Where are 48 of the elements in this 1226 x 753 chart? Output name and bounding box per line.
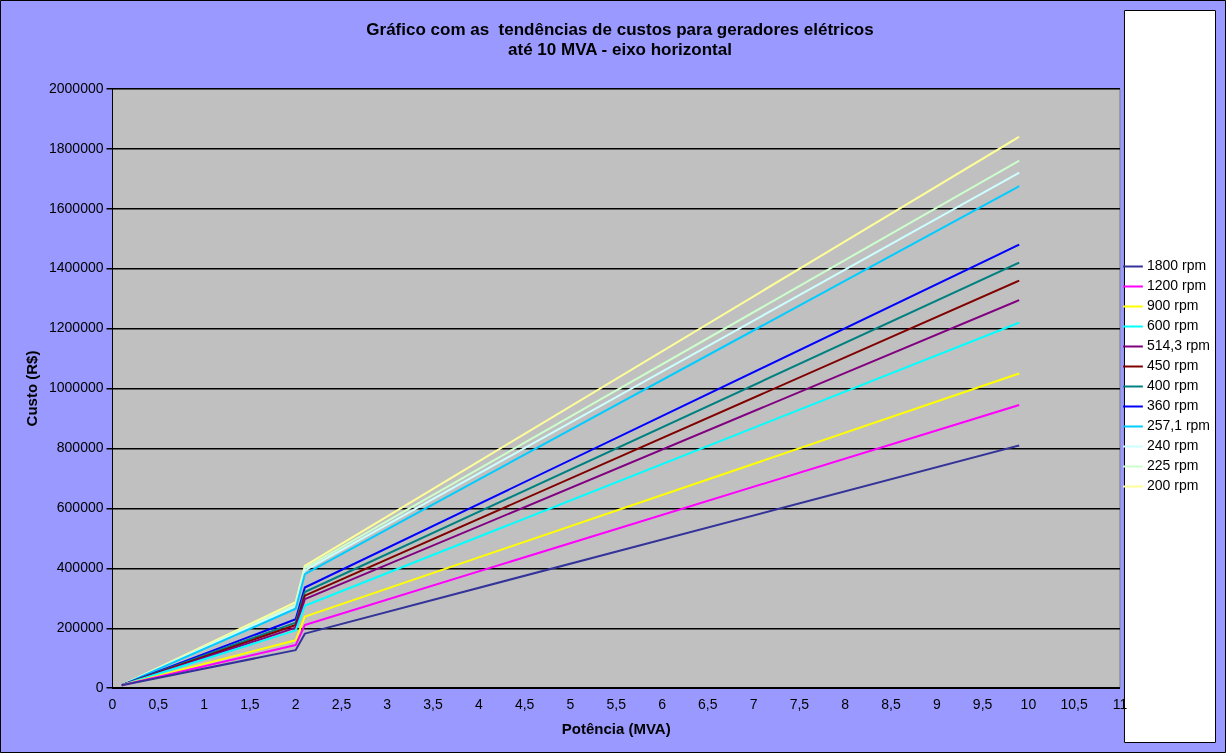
x-tick-label: 10,5 [1060, 696, 1089, 713]
x-tick-label: 6 [658, 696, 667, 713]
x-tick-label: 4,5 [514, 696, 535, 713]
legend-label: 240 rpm [1146, 437, 1199, 454]
legend-label: 360 rpm [1146, 397, 1199, 414]
y-tick-label: 1800000 [48, 139, 104, 156]
x-tick-label: 9,5 [972, 696, 993, 713]
y-tick-label: 0 [95, 679, 104, 696]
x-tick-label: 8 [841, 696, 850, 713]
x-tick-label: 4 [474, 696, 483, 713]
x-tick-label: 10 [1020, 696, 1037, 713]
x-tick-label: 8,5 [881, 696, 901, 713]
x-tick-label: 7,5 [789, 696, 810, 713]
chart-title: Gráfico com as tendências de custos para geradores elétricos até 10 MVA - eixo horizontal [366, 19, 874, 60]
y-tick-label: 600000 [56, 499, 104, 516]
x-tick-label: 0,5 [148, 696, 169, 713]
x-tick-label: 1,5 [240, 696, 260, 713]
x-tick-label: 6,5 [698, 696, 718, 713]
y-tick-label: 1400000 [48, 259, 104, 276]
x-tick-label: 3 [383, 696, 392, 713]
x-tick-label: 1 [200, 696, 209, 713]
x-axis-title: Potência (MVA) [561, 720, 671, 738]
x-tick-label: 5,5 [606, 696, 627, 713]
x-tick-label: 0 [108, 696, 117, 713]
legend-label: 900 rpm [1146, 297, 1199, 314]
legend-label: 600 rpm [1146, 317, 1199, 334]
x-tick-label: 9 [932, 696, 941, 713]
y-axis-title: Custo (R$) [23, 350, 41, 427]
y-tick-label: 200000 [56, 619, 104, 636]
legend-label: 225 rpm [1146, 457, 1199, 474]
y-tick-label: 800000 [56, 439, 104, 456]
legend-label: 1200 rpm [1146, 277, 1207, 294]
x-tick-label: 5 [566, 696, 575, 713]
y-tick-label: 1600000 [48, 199, 104, 216]
x-tick-label: 2 [291, 696, 300, 713]
legend-label: 200 rpm [1146, 477, 1199, 494]
x-tick-label: 2,5 [331, 696, 352, 713]
y-tick-label: 1000000 [48, 379, 104, 396]
legend-label: 400 rpm [1146, 377, 1199, 394]
y-tick-label: 1200000 [48, 319, 104, 336]
y-tick-label: 400000 [56, 559, 104, 576]
legend-label: 1800 rpm [1146, 257, 1207, 274]
legend-label: 257,1 rpm [1146, 417, 1211, 434]
legend-label: 514,3 rpm [1146, 337, 1211, 354]
x-tick-label: 3,5 [423, 696, 443, 713]
y-tick-label: 2000000 [48, 79, 104, 96]
legend-label: 450 rpm [1146, 357, 1199, 374]
x-tick-label: 7 [749, 696, 758, 713]
